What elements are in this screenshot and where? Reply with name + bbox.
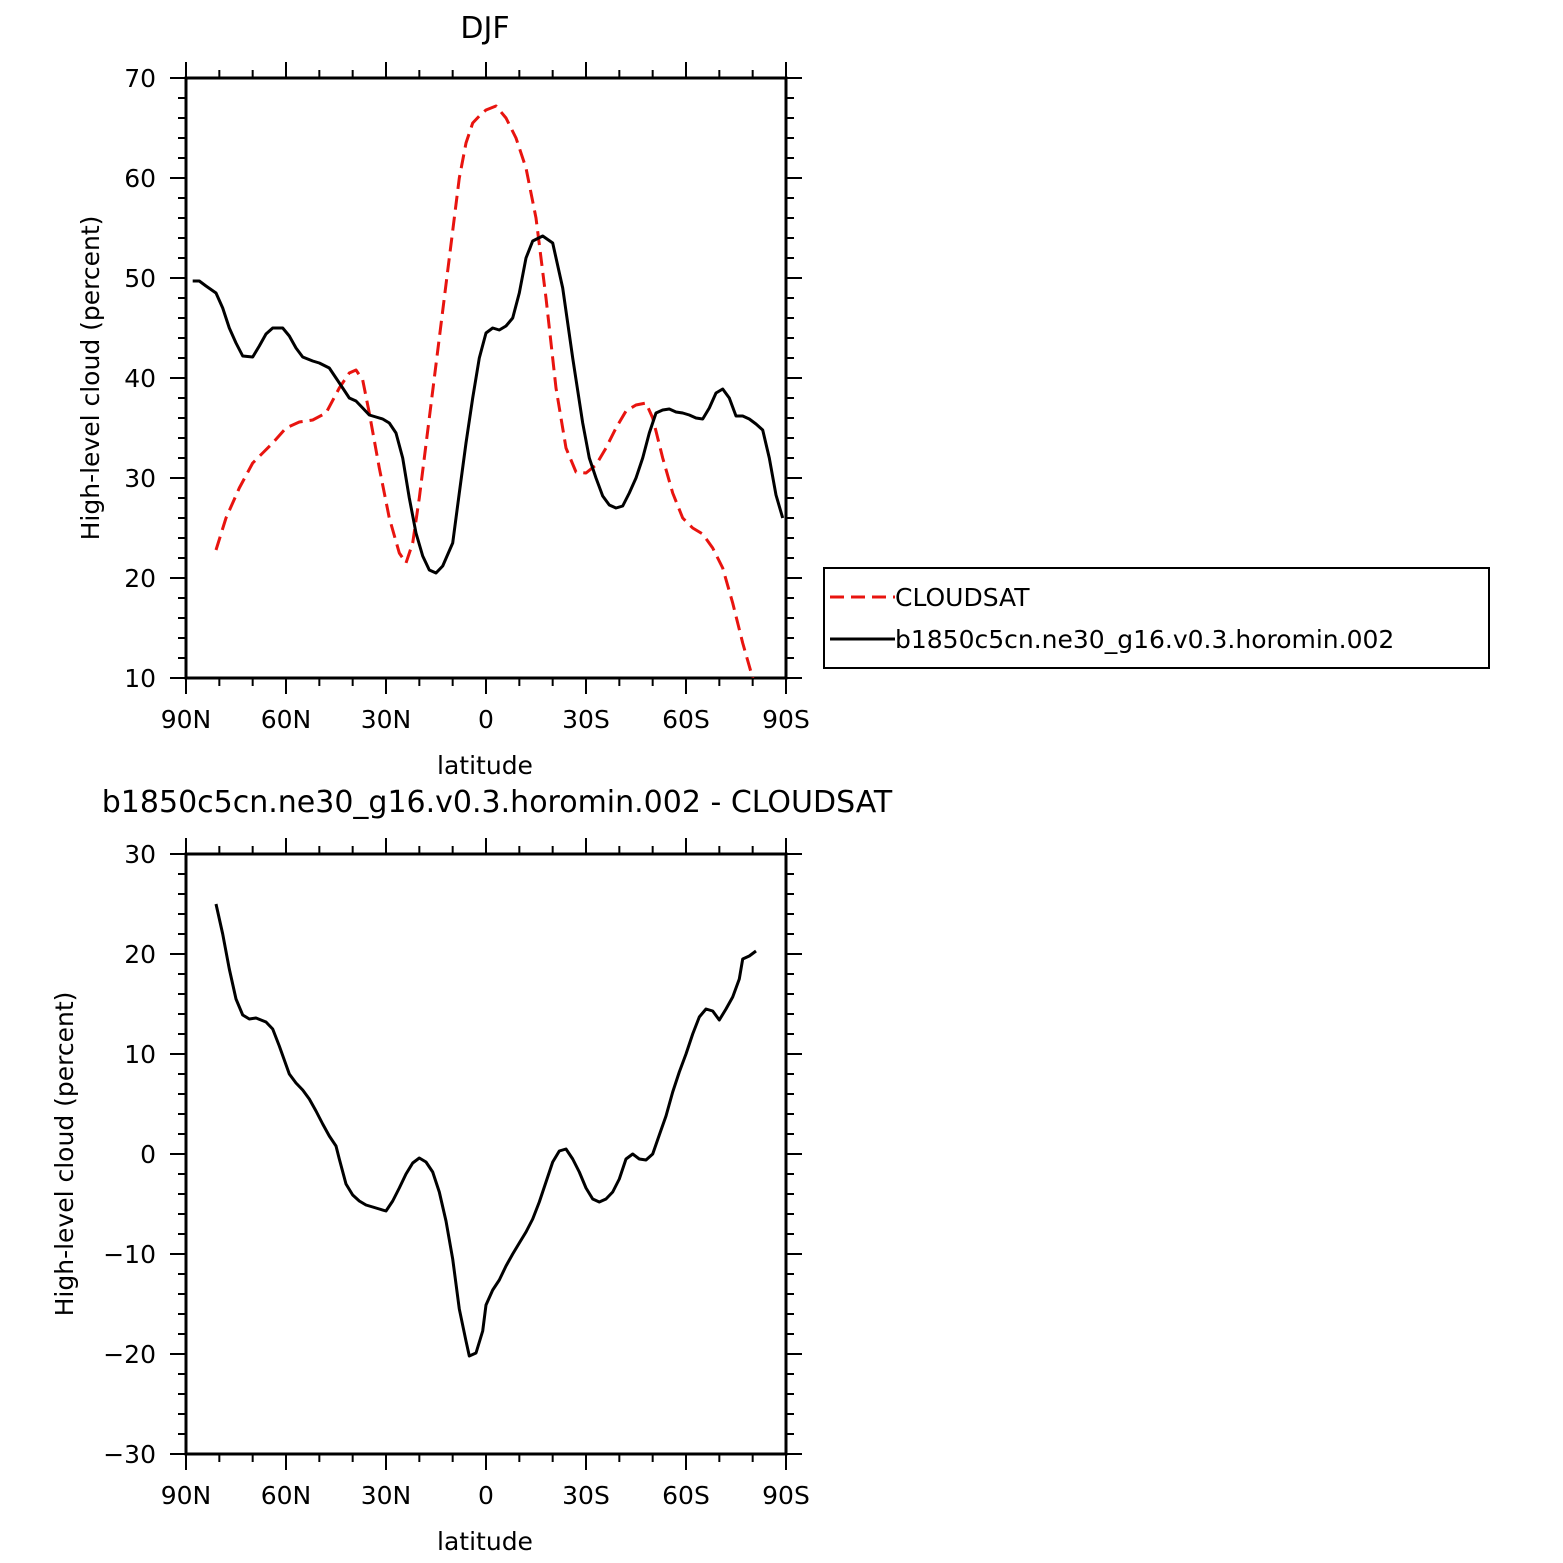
bottom-y-tick-label: 10 [124,1040,156,1069]
legend-label-model: b1850c5cn.ne30_g16.v0.3.horomin.002 [895,625,1394,654]
top-x-tick-label: 60S [662,705,710,734]
bottom-y-tick-label: 20 [124,940,156,969]
top-x-tick-label: 30N [361,705,412,734]
top-plot-frame [184,76,788,680]
top-y-tick-label: 10 [124,664,156,693]
top-chart-title: DJF [460,11,509,46]
bottom-x-tick-label: 90N [161,1481,212,1510]
top-series-line-0 [214,104,755,678]
bottom-axis-ticks [170,838,802,1470]
bottom-plot-frame [184,852,788,1456]
bottom-y-tick-label: −30 [103,1440,156,1469]
bottom-y-tick-labels: −30 −20 −10 0 10 20 30 [103,840,156,1469]
legend-label-cloudsat: CLOUDSAT [895,583,1030,612]
bottom-x-tick-labels: 90N 60N 30N 0 30S 60S 90S [161,1481,810,1510]
bottom-x-tick-label: 30S [562,1481,610,1510]
top-y-tick-label: 20 [124,564,156,593]
top-y-tick-label: 50 [124,264,156,293]
bottom-y-tick-label: −10 [103,1240,156,1269]
panel-bottom: b1850c5cn.ne30_g16.v0.3.horomin.002 - CL… [50,785,893,1556]
top-y-tick-label: 40 [124,364,156,393]
top-y-tick-label: 60 [124,164,156,193]
bottom-series-line-0 [214,903,757,1358]
bottom-x-tick-label: 30N [361,1481,412,1510]
bottom-x-tick-label: 0 [478,1481,494,1510]
bottom-y-axis-label: High-level cloud (percent) [50,992,79,1317]
bottom-series-lines [214,903,757,1358]
top-y-tick-label: 70 [124,64,156,93]
bottom-y-tick-label: −20 [103,1340,156,1369]
bottom-y-tick-label: 30 [124,840,156,869]
top-x-tick-label: 0 [478,705,494,734]
top-y-axis-label: High-level cloud (percent) [76,216,105,541]
bottom-x-tick-label: 60N [261,1481,312,1510]
top-series-line-1 [192,234,785,575]
bottom-x-tick-label: 90S [762,1481,810,1510]
bottom-y-tick-label: 0 [140,1140,156,1169]
top-x-tick-label: 60N [261,705,312,734]
top-x-tick-label: 90N [161,705,212,734]
top-x-axis-label: latitude [437,751,533,780]
top-x-tick-label: 30S [562,705,610,734]
bottom-x-axis-label: latitude [437,1527,533,1556]
top-axis-ticks [170,62,802,694]
top-series-lines [192,104,785,678]
top-x-tick-labels: 90N 60N 30N 0 30S 60S 90S [161,705,810,734]
legend-box [823,567,1490,669]
top-x-tick-label: 90S [762,705,810,734]
top-y-tick-label: 30 [124,464,156,493]
legend: CLOUDSAT b1850c5cn.ne30_g16.v0.3.horomin… [823,567,1490,669]
bottom-chart-title: b1850c5cn.ne30_g16.v0.3.horomin.002 - CL… [102,785,893,820]
bottom-x-tick-label: 60S [662,1481,710,1510]
panel-top: DJF 10 20 30 40 50 60 70 90N 60N 30N 0 30S 60S 90S l… [76,11,1490,780]
top-y-tick-labels: 10 20 30 40 50 60 70 [124,64,156,693]
